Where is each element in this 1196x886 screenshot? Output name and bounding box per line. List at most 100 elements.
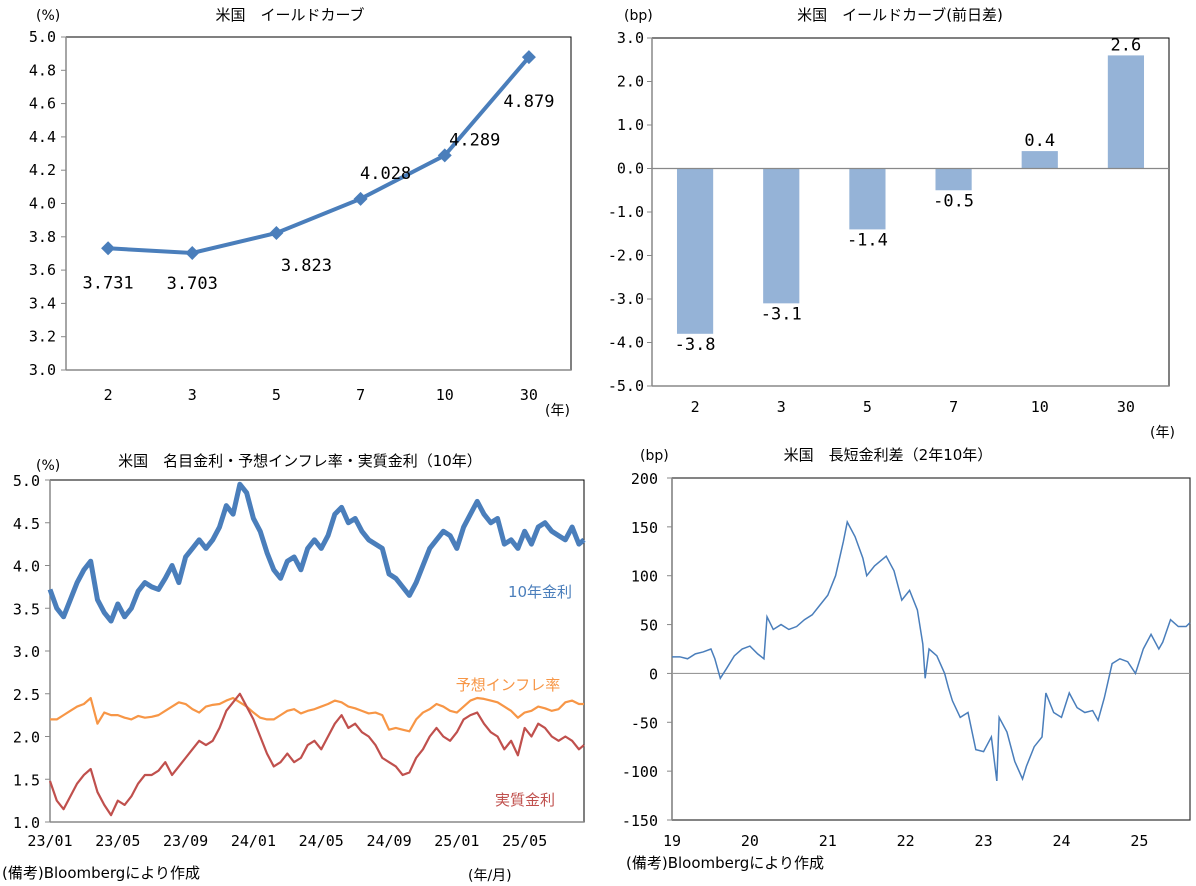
data-label: 3.731 [82,273,133,293]
y-tick-label: 50 [640,617,658,635]
x-tick-label: 30 [520,386,538,404]
x-tick-label: 23/09 [163,832,208,850]
x-tick-label: 24 [1052,832,1070,850]
x-tick-label: 24/05 [299,832,344,850]
legend-real-label: 実質金利 [495,791,555,809]
y-tick-label: -100 [622,763,658,781]
y-tick-label: -5.0 [608,377,644,395]
x-tick-label: 2 [691,398,700,416]
y-tick-label: 3.0 [13,643,40,661]
y-tick-label: 4.6 [29,95,56,113]
y-tick-label: -4.0 [608,334,644,352]
rates-ylabel: (%) [36,458,60,474]
legend-10y-label: 10年金利 [508,583,572,601]
x-tick-label: 22 [897,832,915,850]
rates-plot-frame [49,479,585,823]
x-tick-label: 30 [1117,398,1135,416]
data-label: -0.5 [933,191,974,211]
yield-curve-plot-frame [65,36,572,371]
x-tick-label: 24/01 [231,832,276,850]
y-tick-label: 200 [631,470,658,488]
source-note-right: (備考)Bloombergにより作成 [626,854,824,872]
y-tick-label: 4.5 [13,515,40,533]
x-tick-label: 19 [663,832,681,850]
y-tick-label: 100 [631,568,658,586]
y-tick-label: -50 [631,714,658,732]
data-label: -3.8 [675,335,716,355]
y-tick-label: 3.4 [29,294,56,312]
x-tick-label: 10 [1031,398,1049,416]
yield-change-ylabel: (bp) [624,8,653,24]
spread-title: 米国 長短金利差（2年10年） [784,446,993,464]
y-tick-label: 150 [631,519,658,537]
data-label: 4.028 [360,164,411,184]
yield-curve-chart: (%) 米国 イールドカーブ 3.0 3.2 3.4 3.6 3.8 4.0 4.2 4.4 4… [29,6,572,419]
y-tick-label: 3.8 [29,228,56,246]
y-tick-label: 1.0 [13,814,40,832]
x-tick-label: 25/01 [434,832,479,850]
series-line-2 [48,692,585,817]
y-tick-label: 4.0 [29,195,56,213]
yield-change-plot-frame [651,37,1170,387]
yield-curve-line [107,55,531,255]
data-point-marker [521,50,536,65]
bar [935,168,972,191]
y-tick-label: -1.0 [608,203,644,221]
y-tick-label: 4.2 [29,161,56,179]
data-point-marker [101,241,116,256]
rates-title: 米国 名目金利・予想インフレ率・実質金利（10年） [118,452,482,470]
series-line-0 [47,481,586,624]
data-label: 3.823 [281,256,332,276]
x-tick-label: 20 [741,832,759,850]
bar [849,168,886,230]
spread-ylabel: (bp) [640,448,669,464]
yield-change-xlabel: (年) [1150,425,1175,441]
y-tick-label: 4.8 [29,61,56,79]
data-label: 4.879 [503,92,554,112]
x-tick-label: 3 [777,398,786,416]
data-label: 3.703 [167,274,218,294]
x-tick-label: 7 [949,398,958,416]
yield-change-chart: (bp) 米国 イールドカーブ(前日差) -5.0 -4.0 -3.0 -2.0 -1.… [608,6,1175,441]
y-tick-label: 1.0 [617,116,644,134]
y-tick-label: 1.5 [13,771,40,789]
rates-xlabel: (年/月) [468,868,512,884]
spread-plot-frame [671,477,1191,821]
y-tick-label: 3.0 [29,361,56,379]
x-tick-label: 7 [356,386,365,404]
rates-chart: 米国 名目金利・予想インフレ率・実質金利（10年） (%) 1.0 1.5 2.0 2… [2,452,586,884]
y-tick-label: 2.0 [617,73,644,91]
yield-curve-title: 米国 イールドカーブ [215,6,364,24]
y-tick-label: 3.5 [13,600,40,618]
series-line-1 [50,696,584,733]
x-tick-label: 21 [819,832,837,850]
data-label: 0.4 [1024,131,1055,151]
yield-curve-ylabel: (%) [36,8,60,24]
y-tick-label: 4.0 [13,558,40,576]
source-note-left: (備考)Bloombergにより作成 [2,864,200,882]
x-tick-label: 23/01 [27,832,72,850]
x-tick-label: 23 [975,832,993,850]
y-tick-label: 4.4 [29,128,56,146]
y-tick-label: 2.0 [13,729,40,747]
y-tick-label: -2.0 [608,247,644,265]
y-tick-label: 5.0 [29,28,56,46]
data-point-marker [353,191,368,206]
x-tick-label: 2 [104,386,113,404]
y-tick-label: -150 [622,812,658,830]
legend-breakeven-label: 予想インフレ率 [456,676,561,694]
x-tick-label: 5 [272,386,281,404]
x-tick-label: 3 [188,386,197,404]
x-tick-label: 10 [436,386,454,404]
bar [1107,55,1145,169]
x-tick-label: 5 [863,398,872,416]
y-tick-label: 2.5 [13,686,40,704]
y-tick-label: 0 [649,665,658,683]
spread-chart: (bp) 米国 長短金利差（2年10年） -150 -100 -50 0 50 100 15… [622,446,1191,872]
y-tick-label: 3.6 [29,261,56,279]
data-point-marker [269,225,284,240]
yield-curve-xlabel: (年) [545,403,570,419]
y-tick-label: 5.0 [13,472,40,490]
y-tick-label: -3.0 [608,290,644,308]
bar [763,168,800,304]
